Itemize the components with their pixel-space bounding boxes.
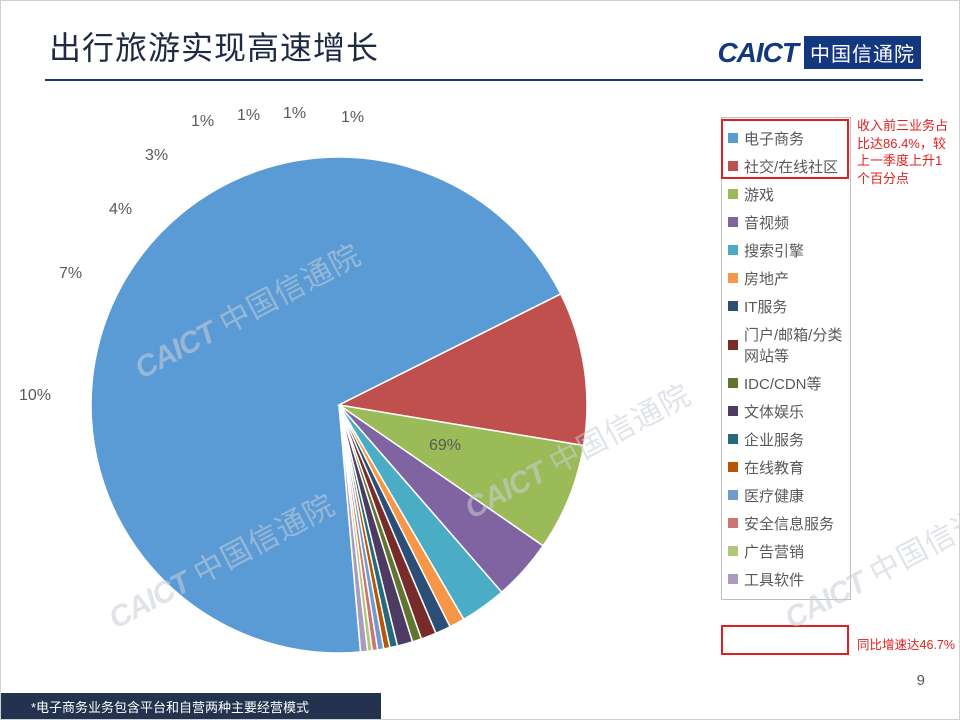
legend-item: 音视频 (728, 208, 844, 236)
legend-swatch (728, 546, 738, 556)
legend-label: 医疗健康 (744, 485, 804, 506)
legend-label: 门户/邮箱/分类网站等 (744, 324, 844, 366)
pie-slice-label: 1% (283, 105, 306, 123)
legend-swatch (728, 273, 738, 283)
pie-slice-label: 3% (145, 147, 168, 165)
legend-swatch (728, 406, 738, 416)
legend-label: 广告营销 (744, 541, 804, 562)
footnote: *电子商务业务包含平台和自营两种主要经营模式 (1, 693, 381, 719)
legend-item: 工具软件 (728, 565, 844, 593)
annotation-top: 收入前三业务占比达86.4%，较上一季度上升1个百分点 (857, 117, 953, 187)
pie-slice-label: 10% (19, 387, 51, 405)
legend-item: 游戏 (728, 180, 844, 208)
highlight-box-bottom (721, 625, 849, 655)
annotation-bottom: 同比增速达46.7% (857, 637, 957, 653)
legend-label: 工具软件 (744, 569, 804, 590)
legend-swatch (728, 217, 738, 227)
legend-item: IT服务 (728, 292, 844, 320)
legend-label: 文体娱乐 (744, 401, 804, 422)
legend-swatch (728, 340, 738, 350)
legend-item: 搜索引擎 (728, 236, 844, 264)
legend-item: 医疗健康 (728, 481, 844, 509)
legend-item: IDC/CDN等 (728, 369, 844, 397)
pie-slice-label: 69% (429, 437, 461, 455)
legend-swatch (728, 301, 738, 311)
legend-item: 广告营销 (728, 537, 844, 565)
pie-slice-label: 4% (109, 201, 132, 219)
logo-latin: CAICT (717, 37, 798, 69)
page-number: 9 (917, 672, 925, 689)
legend-label: 企业服务 (744, 429, 804, 450)
highlight-box-top (721, 119, 849, 179)
legend-swatch (728, 378, 738, 388)
legend-swatch (728, 518, 738, 528)
legend-swatch (728, 189, 738, 199)
legend-swatch (728, 574, 738, 584)
logo-cn: 中国信通院 (804, 36, 921, 69)
legend-label: 搜索引擎 (744, 240, 804, 261)
legend-swatch (728, 490, 738, 500)
legend-item: 在线教育 (728, 453, 844, 481)
legend-swatch (728, 245, 738, 255)
logo: CAICT 中国信通院 (717, 36, 921, 69)
legend-swatch (728, 462, 738, 472)
legend-item: 文体娱乐 (728, 397, 844, 425)
pie-slice-label: 7% (59, 265, 82, 283)
header-rule (45, 79, 923, 81)
page-title: 出行旅游实现高速增长 (49, 23, 379, 69)
legend-label: IT服务 (744, 296, 787, 317)
pie-slice-label: 1% (341, 109, 364, 127)
legend-label: 音视频 (744, 212, 789, 233)
header: 出行旅游实现高速增长 CAICT 中国信通院 (1, 1, 959, 69)
legend-swatch (728, 434, 738, 444)
legend-label: 安全信息服务 (744, 513, 834, 534)
pie-slice-label: 1% (191, 113, 214, 131)
legend-item: 企业服务 (728, 425, 844, 453)
slide: 出行旅游实现高速增长 CAICT 中国信通院 电子商务社交/在线社区游戏音视频搜… (0, 0, 960, 720)
legend: 电子商务社交/在线社区游戏音视频搜索引擎房地产IT服务门户/邮箱/分类网站等ID… (721, 117, 851, 600)
chart-area: 电子商务社交/在线社区游戏音视频搜索引擎房地产IT服务门户/邮箱/分类网站等ID… (1, 97, 960, 657)
legend-label: 房地产 (744, 268, 789, 289)
legend-item: 房地产 (728, 264, 844, 292)
legend-item: 安全信息服务 (728, 509, 844, 537)
pie-slice-label: 1% (237, 107, 260, 125)
legend-label: 在线教育 (744, 457, 804, 478)
legend-label: 游戏 (744, 184, 774, 205)
legend-label: IDC/CDN等 (744, 373, 822, 394)
legend-item: 门户/邮箱/分类网站等 (728, 320, 844, 369)
